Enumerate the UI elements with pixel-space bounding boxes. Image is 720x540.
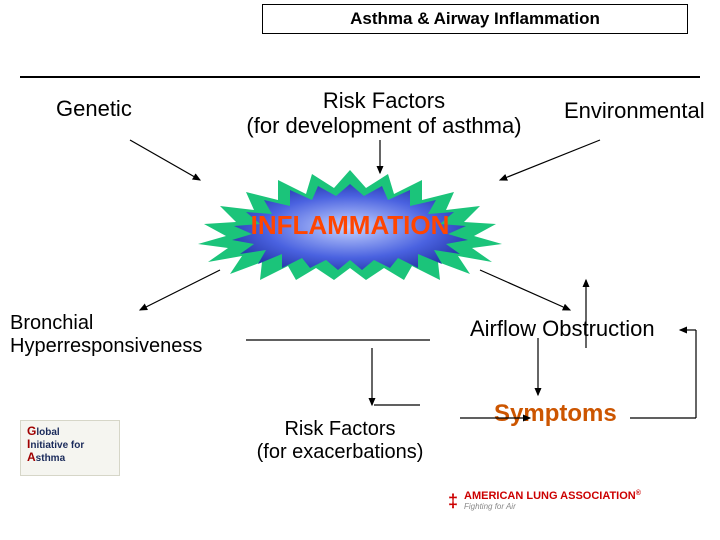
bronchial-l1: Bronchial xyxy=(10,312,93,334)
lung-cross-icon: ‡ xyxy=(448,492,458,510)
rf-dev-l1: Risk Factors xyxy=(323,88,445,113)
gina-a: A xyxy=(27,450,36,464)
title-bar: Asthma & Airway Inflammation xyxy=(262,4,688,34)
rf-dev-l2: (for development of asthma) xyxy=(246,113,521,138)
divider xyxy=(20,76,700,78)
title-text: Asthma & Airway Inflammation xyxy=(350,9,600,29)
gina-sthma: sthma xyxy=(36,453,65,464)
label-risk-factors-dev: Risk Factors (for development of asthma) xyxy=(224,88,544,139)
lung-name: AMERICAN LUNG ASSOCIATION xyxy=(464,490,636,502)
label-airflow: Airflow Obstruction xyxy=(470,316,655,342)
gina-g: G xyxy=(27,424,36,438)
label-risk-factors-exac: Risk Factors (for exacerbations) xyxy=(220,418,460,464)
label-environmental: Environmental xyxy=(564,98,705,124)
lung-sub: Fighting for Air xyxy=(464,502,641,511)
label-symptoms: Symptoms xyxy=(494,400,617,428)
gina-nitiative: nitiative for xyxy=(30,440,84,451)
label-genetic: Genetic xyxy=(56,96,132,122)
rf-exac-l1: Risk Factors xyxy=(284,418,395,440)
label-bronchial: Bronchial Hyperresponsiveness xyxy=(10,312,202,358)
gina-badge: Global Initiative for Asthma xyxy=(20,420,120,476)
rf-exac-l2: (for exacerbations) xyxy=(257,441,424,463)
inflammation-starburst: INFLAMMATION xyxy=(190,170,510,280)
registered-mark: ® xyxy=(636,490,641,497)
gina-lobal: lobal xyxy=(36,427,59,438)
bronchial-l2: Hyperresponsiveness xyxy=(10,335,202,357)
lung-association-logo: ‡ AMERICAN LUNG ASSOCIATION® Fighting fo… xyxy=(448,490,641,511)
